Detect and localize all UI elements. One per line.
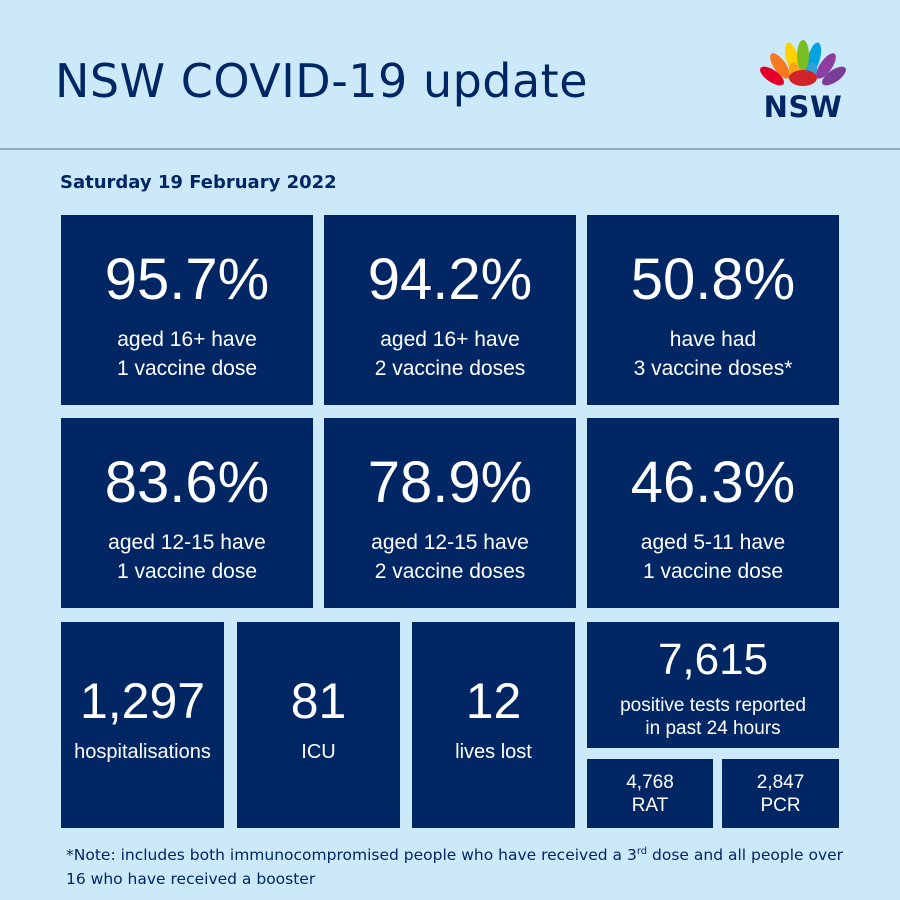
tile-value: 50.8% [630, 247, 796, 312]
vaccine-tile-12to15-dose2: 78.9% aged 12-15 have 2 vaccine doses [324, 418, 576, 608]
icu-tile: 81 ICU [237, 622, 400, 828]
hospitalisations-tile: 1,297 hospitalisations [61, 622, 224, 828]
vaccine-tile-dose3: 50.8% have had 3 vaccine doses* [587, 215, 839, 405]
tile-caption-line1: aged 5-11 have [640, 531, 786, 554]
positive-tests-tile: 7,615 positive tests reported in past 24… [587, 622, 839, 748]
pcr-value: 2,847 [756, 772, 805, 793]
icu-label: ICU [301, 741, 336, 763]
tile-caption-line2: 1 vaccine dose [642, 560, 784, 583]
hospitalisations-label: hospitalisations [74, 741, 211, 763]
lives-lost-value: 12 [465, 673, 522, 729]
tile-value: 78.9% [367, 450, 533, 515]
hospitalisations-value: 1,297 [79, 673, 206, 729]
rat-label: RAT [631, 795, 669, 816]
footnote-text-part1: *Note: includes both immunocompromised p… [66, 846, 637, 864]
tile-value: 83.6% [104, 450, 270, 515]
footnote: *Note: includes both immunocompromised p… [66, 843, 846, 891]
tile-caption-line2: 2 vaccine doses [374, 357, 526, 380]
header-divider [0, 148, 900, 150]
positive-tests-value: 7,615 [657, 635, 769, 684]
pcr-tile: 2,847 PCR [722, 759, 839, 828]
footnote-text-part2: dose and all people over 16 who have rec… [66, 846, 844, 888]
logo-text: NSW [763, 90, 843, 124]
tile-value: 95.7% [104, 247, 270, 312]
tile-caption-line1: aged 12-15 have [108, 531, 266, 554]
pcr-label: PCR [760, 795, 801, 816]
tile-caption-line1: aged 12-15 have [371, 531, 529, 554]
tile-caption-line2: 3 vaccine doses* [633, 357, 793, 380]
tile-caption-line1: aged 16+ have [380, 328, 520, 351]
tile-value: 46.3% [630, 450, 796, 515]
vaccine-tile-16plus-dose2: 94.2% aged 16+ have 2 vaccine doses [324, 215, 576, 405]
nsw-logo: NSW [758, 40, 848, 125]
tile-caption-line1: have had [669, 328, 757, 351]
vaccine-tile-16plus-dose1: 95.7% aged 16+ have 1 vaccine dose [61, 215, 313, 405]
vaccine-tile-12to15-dose1: 83.6% aged 12-15 have 1 vaccine dose [61, 418, 313, 608]
tile-value: 94.2% [367, 247, 533, 312]
rat-tile: 4,768 RAT [587, 759, 713, 828]
lives-lost-label: lives lost [455, 741, 532, 763]
rat-value: 4,768 [626, 772, 674, 793]
tile-caption-line2: 1 vaccine dose [116, 560, 258, 583]
waratah-icon [760, 40, 846, 86]
positive-tests-caption-line2: in past 24 hours [645, 718, 781, 739]
tile-caption-line1: aged 16+ have [117, 328, 257, 351]
vaccine-tile-5to11-dose1: 46.3% aged 5-11 have 1 vaccine dose [587, 418, 839, 608]
icu-value: 81 [290, 673, 347, 729]
tile-caption-line2: 2 vaccine doses [374, 560, 526, 583]
lives-lost-tile: 12 lives lost [412, 622, 575, 828]
report-date: Saturday 19 February 2022 [60, 172, 337, 193]
page-title: NSW COVID-19 update [55, 54, 589, 108]
positive-tests-caption-line1: positive tests reported [620, 695, 806, 716]
footnote-superscript: rd [636, 845, 648, 857]
tile-caption-line2: 1 vaccine dose [116, 357, 258, 380]
